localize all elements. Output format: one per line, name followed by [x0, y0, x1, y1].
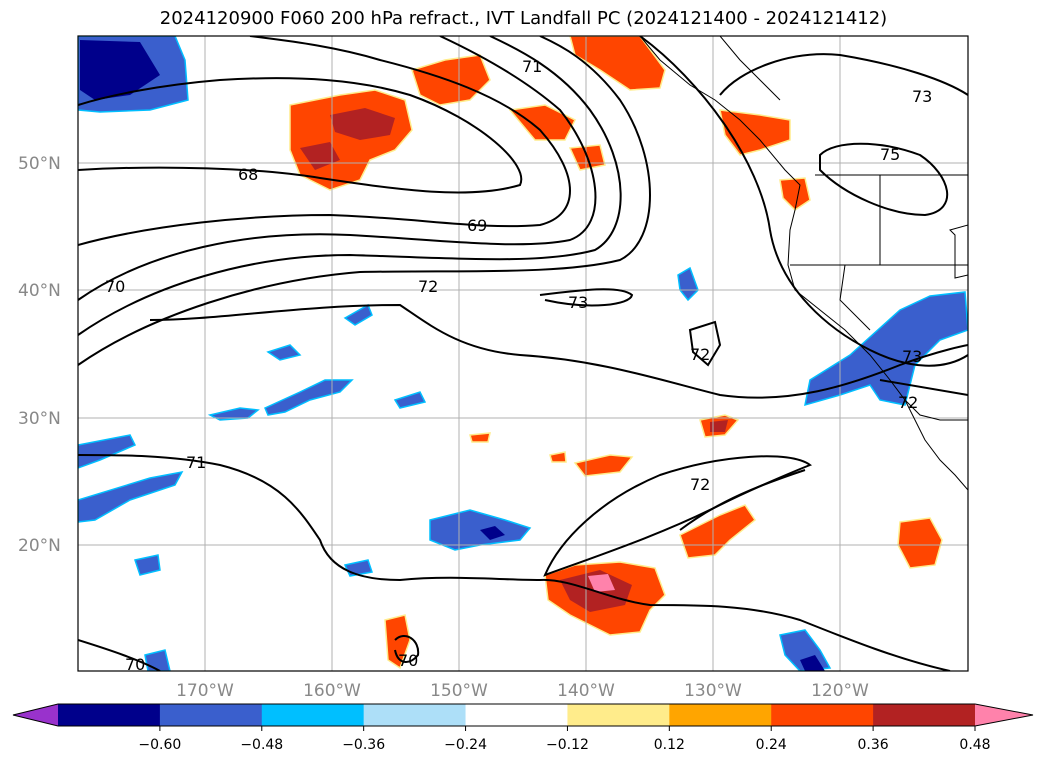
- contour-label: 68: [238, 165, 258, 184]
- contour-labels: 68 69 70 71 71 72 72 72 73 73 73 72 75 7…: [105, 57, 932, 674]
- lon-label-150w: 150°W: [430, 681, 488, 701]
- colorbar-segment: [261, 704, 365, 726]
- colorbar-extend-high: [975, 704, 1033, 726]
- colorbar-tick-label: −0.24: [444, 737, 487, 753]
- lon-label-170w: 170°W: [176, 681, 234, 701]
- colorbar-segment: [465, 704, 568, 726]
- lat-label-30n: 30°N: [18, 409, 61, 429]
- positive-anomaly-shading: [289, 36, 943, 670]
- contour-label: 71: [186, 453, 206, 472]
- colorbar-segment: [771, 704, 874, 726]
- colorbar-tick-label: 0.24: [756, 737, 787, 753]
- plot-frame: [77, 35, 969, 672]
- colorbar-tick-label: 0.48: [959, 737, 990, 753]
- colorbar-tick-label: −0.60: [138, 737, 181, 753]
- colorbar-tick-label: −0.12: [546, 737, 589, 753]
- contour-label: 75: [880, 145, 900, 164]
- contour-label: 70: [398, 651, 418, 670]
- contour-label: 73: [912, 87, 932, 106]
- map-plot-area: 68 69 70 71 71 72 72 72 73 73 73 72 75 7…: [78, 36, 968, 674]
- contour-label: 69: [467, 216, 487, 235]
- contour-label: 73: [902, 347, 922, 366]
- colorbar-segment: [873, 704, 976, 726]
- graticule: [78, 36, 968, 671]
- contour-label: 72: [690, 475, 710, 494]
- contour-label: 72: [690, 345, 710, 364]
- latitude-labels: 50°N 40°N 30°N 20°N: [18, 154, 61, 556]
- lon-label-130w: 130°W: [684, 681, 742, 701]
- lon-label-140w: 140°W: [557, 681, 615, 701]
- lat-label-40n: 40°N: [18, 281, 61, 301]
- coastlines: [639, 36, 968, 491]
- chart-title: 2024120900 F060 200 hPa refract., IVT La…: [159, 8, 888, 29]
- refractivity-contours: [78, 36, 968, 671]
- contour-label: 71: [522, 57, 542, 76]
- lat-label-20n: 20°N: [18, 536, 61, 556]
- colorbar-segment: [159, 704, 263, 726]
- colorbar-tick-label: 0.36: [858, 737, 889, 753]
- colorbar-tick-label: 0.12: [654, 737, 685, 753]
- lat-label-50n: 50°N: [18, 154, 61, 174]
- lon-label-120w: 120°W: [811, 681, 869, 701]
- colorbar-segment: [567, 704, 670, 726]
- colorbar-segment: [58, 704, 161, 726]
- colorbar-segment: [669, 704, 772, 726]
- colorbar: −0.60 −0.48 −0.36 −0.24 −0.12 0.12 0.24 0.36 0.4…: [12, 703, 1034, 753]
- colorbar-segment: [363, 704, 467, 726]
- contour-label: 70: [105, 277, 125, 296]
- contour-label: 72: [898, 393, 918, 412]
- contour-label: 70: [125, 655, 145, 674]
- colorbar-tick-label: −0.48: [240, 737, 283, 753]
- colorbar-tick-label: −0.36: [342, 737, 385, 753]
- lon-label-160w: 160°W: [303, 681, 361, 701]
- colorbar-extend-low: [13, 704, 58, 726]
- contour-label: 72: [418, 277, 438, 296]
- contour-label: 73: [568, 293, 588, 312]
- longitude-labels: 170°W 160°W 150°W 140°W 130°W 120°W: [176, 681, 869, 701]
